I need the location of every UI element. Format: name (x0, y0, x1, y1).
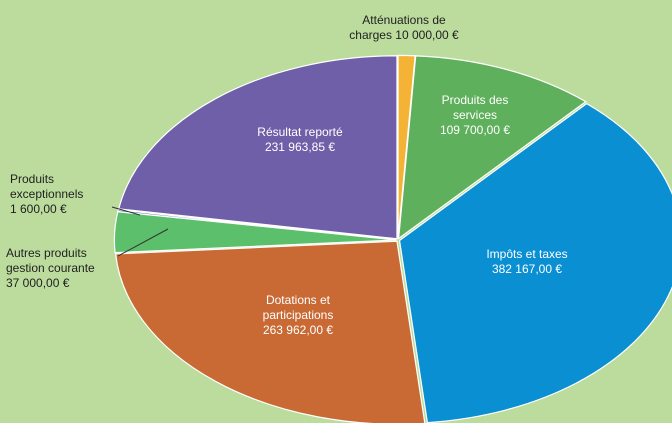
slice-label-line: exceptionnels (10, 187, 83, 201)
slice-label-line: Impôts et taxes (486, 247, 567, 261)
pie-slices (113, 54, 672, 423)
leader-line-autres-produits (117, 228, 169, 257)
slice-label-line: Atténuations de (362, 13, 446, 27)
slice-label-line: Résultat reporté (257, 125, 343, 139)
slice-label-line: participations (263, 308, 334, 322)
slice-label-dotations-et: Dotations et participations 263 962,00 € (263, 293, 334, 337)
slice-label-line: Autres produits (6, 246, 87, 260)
slice-label-line: Produits des (442, 93, 509, 107)
slice-label-produits: Produits exceptionnels 1 600,00 € (10, 172, 83, 216)
slice-label-line: gestion courante (6, 261, 95, 275)
slice-label-line: charges 10 000,00 € (349, 28, 459, 42)
slice-label-line: 37 000,00 € (6, 276, 70, 290)
slice-label-line: 231 963,85 € (265, 140, 335, 154)
slice-label-line: services (453, 108, 497, 122)
slice-label-line: Dotations et (266, 293, 331, 307)
slice-label-line: 382 167,00 € (492, 262, 562, 276)
slice-label-line: 109 700,00 € (440, 123, 510, 137)
slice-label-line: 263 962,00 € (263, 323, 333, 337)
slice-label-produits-des: Produits des services 109 700,00 € (440, 93, 510, 137)
slice-labels: Atténuations de charges 10 000,00 € Produi… (6, 13, 568, 337)
pie-slice-produits-des (397, 55, 587, 240)
pie-slice-dotations-et (114, 240, 426, 423)
slice-label-impots-et-taxes: Impôts et taxes 382 167,00 € (486, 247, 567, 276)
slice-label-resultat-reporte: Résultat reporté 231 963,85 € (257, 125, 343, 154)
slice-label-line: Produits (10, 172, 54, 186)
leader-line-produits (111, 206, 141, 216)
pie-slice-resultat-reporte (118, 55, 398, 240)
slice-label-autres-produits: Autres produits gestion courante 37 000,00… (6, 246, 95, 290)
pie-slice-impots-et-taxes (398, 102, 672, 423)
slice-label-attenuations-de: Atténuations de charges 10 000,00 € (349, 13, 459, 42)
leader-lines (111, 206, 169, 257)
slice-label-line: 1 600,00 € (10, 202, 67, 216)
pie-slice-produits (117, 209, 397, 241)
